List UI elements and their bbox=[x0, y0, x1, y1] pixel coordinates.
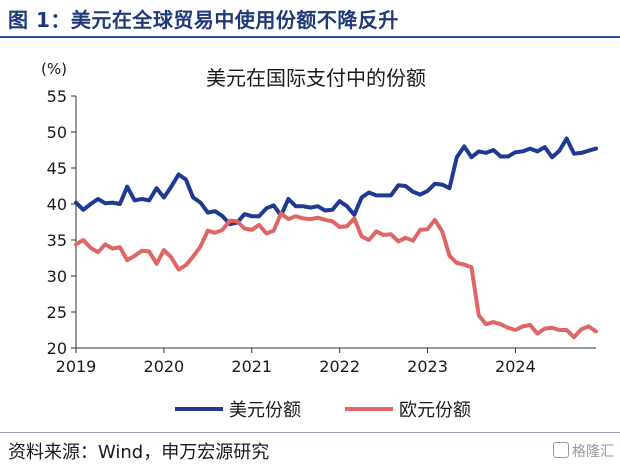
figure-header: 图 1：美元在全球贸易中使用份额不降反升 bbox=[0, 0, 620, 38]
y-tick-label: 50 bbox=[47, 123, 67, 142]
x-tick-label: 2020 bbox=[144, 357, 185, 376]
usd-share-line bbox=[74, 136, 598, 227]
x-tick-label: 2023 bbox=[407, 357, 448, 376]
x-tick-label: 2019 bbox=[56, 357, 97, 376]
watermark-logo-icon bbox=[553, 442, 569, 458]
y-tick-label: 25 bbox=[47, 303, 67, 322]
legend-label: 美元份额 bbox=[229, 400, 301, 421]
eur-share-line bbox=[74, 211, 598, 340]
line-chart: 美元在国际支付中的份额 (%) 20 25 30 35 40 45 50 55 2019 202… bbox=[41, 60, 598, 421]
x-tick-label: 2021 bbox=[231, 357, 272, 376]
y-tick-label: 35 bbox=[47, 231, 67, 250]
footer-divider bbox=[0, 432, 620, 433]
y-tick-label: 45 bbox=[47, 159, 67, 178]
watermark-text: 格隆汇 bbox=[572, 444, 614, 460]
x-tick-label: 2024 bbox=[495, 357, 536, 376]
y-tick-label: 30 bbox=[47, 267, 67, 286]
header-divider bbox=[0, 36, 620, 38]
y-unit-label: (%) bbox=[41, 60, 67, 78]
y-tick-label: 20 bbox=[47, 339, 67, 358]
legend-label: 欧元份额 bbox=[399, 400, 471, 421]
x-tick-label: 2022 bbox=[319, 357, 360, 376]
y-axis-ticks: 20 25 30 35 40 45 50 55 bbox=[47, 87, 76, 358]
x-axis-ticks: 2019 2020 2021 2022 2023 2024 bbox=[56, 348, 536, 376]
figure-title: 图 1：美元在全球贸易中使用份额不降反升 bbox=[8, 8, 399, 32]
legend: 美元份额 欧元份额 bbox=[175, 400, 471, 421]
y-tick-label: 55 bbox=[47, 87, 67, 106]
chart-title: 美元在国际支付中的份额 bbox=[206, 66, 426, 90]
watermark: 格隆汇 bbox=[553, 441, 614, 461]
source-note: 资料来源：Wind，申万宏源研究 bbox=[8, 442, 270, 463]
y-tick-label: 40 bbox=[47, 195, 67, 214]
series-lines bbox=[74, 136, 598, 340]
